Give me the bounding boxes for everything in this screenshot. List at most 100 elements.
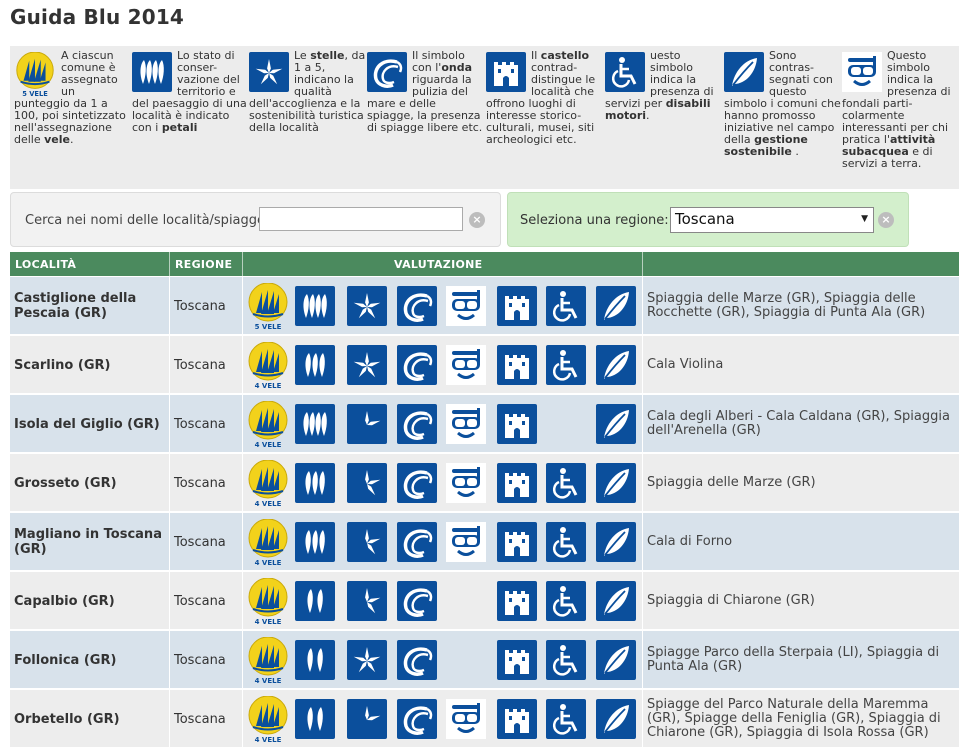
table-row[interactable]: Capalbio (GR) Toscana 4 VELE Spiaggia di … xyxy=(10,572,959,630)
svg-text:4 VELE: 4 VELE xyxy=(255,382,282,390)
legend-text: Il castello contrad-distingue le localit… xyxy=(486,49,596,146)
header-location[interactable]: LOCALITÀ xyxy=(15,258,77,271)
location-name[interactable]: Grosseto (GR) xyxy=(14,475,117,491)
star-icon xyxy=(249,52,289,92)
diving-mask-icon xyxy=(446,345,486,385)
sails-icon: 5 VELE xyxy=(14,51,56,98)
legend-item-petals: Lo stato di conser-vazione del territori… xyxy=(132,50,249,184)
location-name[interactable]: Capalbio (GR) xyxy=(14,593,115,609)
table-row[interactable]: Scarlino (GR) Toscana 4 VELE Cala Violina xyxy=(10,336,959,394)
svg-text:5 VELE: 5 VELE xyxy=(255,323,282,331)
sails-icon: 5 VELE xyxy=(247,282,289,331)
leaf-icon xyxy=(596,404,636,444)
beaches-list: Spiaggia di Chiarone (GR) xyxy=(647,593,815,608)
beaches-list: Cala degli Alberi - Cala Caldana (GR), S… xyxy=(647,409,950,438)
legend-text: Le stelle, da 1 a 5, indicano la qualità… xyxy=(249,49,366,134)
wheelchair-icon xyxy=(546,640,586,680)
svg-text:4 VELE: 4 VELE xyxy=(255,500,282,508)
table-row[interactable]: Orbetello (GR) Toscana 4 VELE Spiagge del… xyxy=(10,690,959,748)
castle-icon xyxy=(497,522,537,562)
search-clear-icon[interactable]: × xyxy=(469,212,485,228)
location-name[interactable]: Scarlino (GR) xyxy=(14,357,111,373)
wave-icon xyxy=(397,463,437,503)
header-region[interactable]: REGIONE xyxy=(175,258,233,271)
location-name[interactable]: Magliano in Toscana (GR) xyxy=(14,527,162,557)
beaches-list: Spiaggia delle Marze (GR) xyxy=(647,475,816,490)
legend-text: A ciascun comune è assegnato un punteggi… xyxy=(14,49,126,146)
petals-icon xyxy=(295,345,335,385)
sails-icon: 4 VELE xyxy=(247,695,289,744)
region-name: Toscana xyxy=(174,416,226,432)
location-name[interactable]: Castiglione della Pescaia (GR) xyxy=(14,291,137,321)
page-title: Guida Blu 2014 xyxy=(10,5,185,29)
star-icon xyxy=(347,345,387,385)
location-name[interactable]: Orbetello (GR) xyxy=(14,711,120,727)
legend-panel: 5 VELE A ciascun comune è assegnato un p… xyxy=(10,46,959,189)
svg-text:5 VELE: 5 VELE xyxy=(22,90,48,98)
table-row[interactable]: Grosseto (GR) Toscana 4 VELE Spiaggia del… xyxy=(10,454,959,512)
star-icon xyxy=(347,581,387,621)
petals-icon xyxy=(295,404,335,444)
petals-icon xyxy=(295,699,335,739)
diving-mask-icon xyxy=(446,699,486,739)
diving-mask-icon xyxy=(446,463,486,503)
location-name[interactable]: Isola del Giglio (GR) xyxy=(14,416,160,432)
location-name[interactable]: Follonica (GR) xyxy=(14,652,117,668)
wave-icon xyxy=(397,699,437,739)
region-clear-icon[interactable]: × xyxy=(878,212,894,228)
wheelchair-icon xyxy=(546,699,586,739)
leaf-icon xyxy=(596,699,636,739)
legend-text: Lo stato di conser-vazione del territori… xyxy=(132,49,247,134)
beaches-list: Cala di Forno xyxy=(647,534,733,549)
wave-icon xyxy=(397,286,437,326)
legend-text: Sono contras-segnati con questo simbolo … xyxy=(724,49,841,158)
table-row[interactable]: Follonica (GR) Toscana 4 VELE Spiagge Par… xyxy=(10,631,959,689)
beaches-list: Cala Violina xyxy=(647,357,724,372)
region-name: Toscana xyxy=(174,298,226,314)
svg-text:4 VELE: 4 VELE xyxy=(255,441,282,449)
star-icon xyxy=(347,463,387,503)
legend-text: Questo simbolo indica la presenza di fon… xyxy=(842,49,951,170)
svg-text:4 VELE: 4 VELE xyxy=(255,559,282,567)
table-row[interactable]: Castiglione della Pescaia (GR) Toscana 5 … xyxy=(10,277,959,335)
star-icon xyxy=(347,286,387,326)
wave-icon xyxy=(367,52,407,92)
wave-icon xyxy=(397,345,437,385)
petals-icon xyxy=(295,286,335,326)
leaf-icon xyxy=(596,581,636,621)
leaf-icon xyxy=(596,522,636,562)
castle-icon xyxy=(497,345,537,385)
region-name: Toscana xyxy=(174,593,226,609)
region-select[interactable]: Toscana ▼ xyxy=(670,207,874,233)
legend-item-castle: Il castello contrad-distingue le localit… xyxy=(486,50,603,184)
sails-icon: 4 VELE xyxy=(247,518,289,567)
region-name: Toscana xyxy=(174,534,226,550)
petals-icon xyxy=(295,640,335,680)
castle-icon xyxy=(497,463,537,503)
region-label: Seleziona una regione: xyxy=(520,213,669,228)
search-input[interactable] xyxy=(259,207,463,231)
petals-icon xyxy=(132,52,172,92)
wave-icon xyxy=(397,640,437,680)
petals-icon xyxy=(295,463,335,503)
castle-icon xyxy=(497,404,537,444)
sails-icon: 4 VELE xyxy=(247,636,289,685)
star-icon xyxy=(347,640,387,680)
leaf-icon xyxy=(724,52,764,92)
diving-mask-icon xyxy=(446,286,486,326)
wave-icon xyxy=(397,581,437,621)
region-panel: Seleziona una regione: Toscana ▼ × xyxy=(507,192,909,247)
table-row[interactable]: Magliano in Toscana (GR) Toscana 4 VELE C… xyxy=(10,513,959,571)
star-icon xyxy=(347,522,387,562)
table-row[interactable]: Isola del Giglio (GR) Toscana 4 VELE Cala… xyxy=(10,395,959,453)
wheelchair-icon xyxy=(546,522,586,562)
castle-icon xyxy=(497,286,537,326)
search-label: Cerca nei nomi delle località/spiagge xyxy=(25,213,266,228)
diving-mask-icon xyxy=(446,404,486,444)
legend-item-diving-mask: Questo simbolo indica la presenza di fon… xyxy=(842,50,959,184)
header-rating: VALUTAZIONE xyxy=(394,258,483,271)
castle-icon xyxy=(486,52,526,92)
wheelchair-icon xyxy=(546,581,586,621)
star-icon xyxy=(347,404,387,444)
svg-text:4 VELE: 4 VELE xyxy=(255,677,282,685)
